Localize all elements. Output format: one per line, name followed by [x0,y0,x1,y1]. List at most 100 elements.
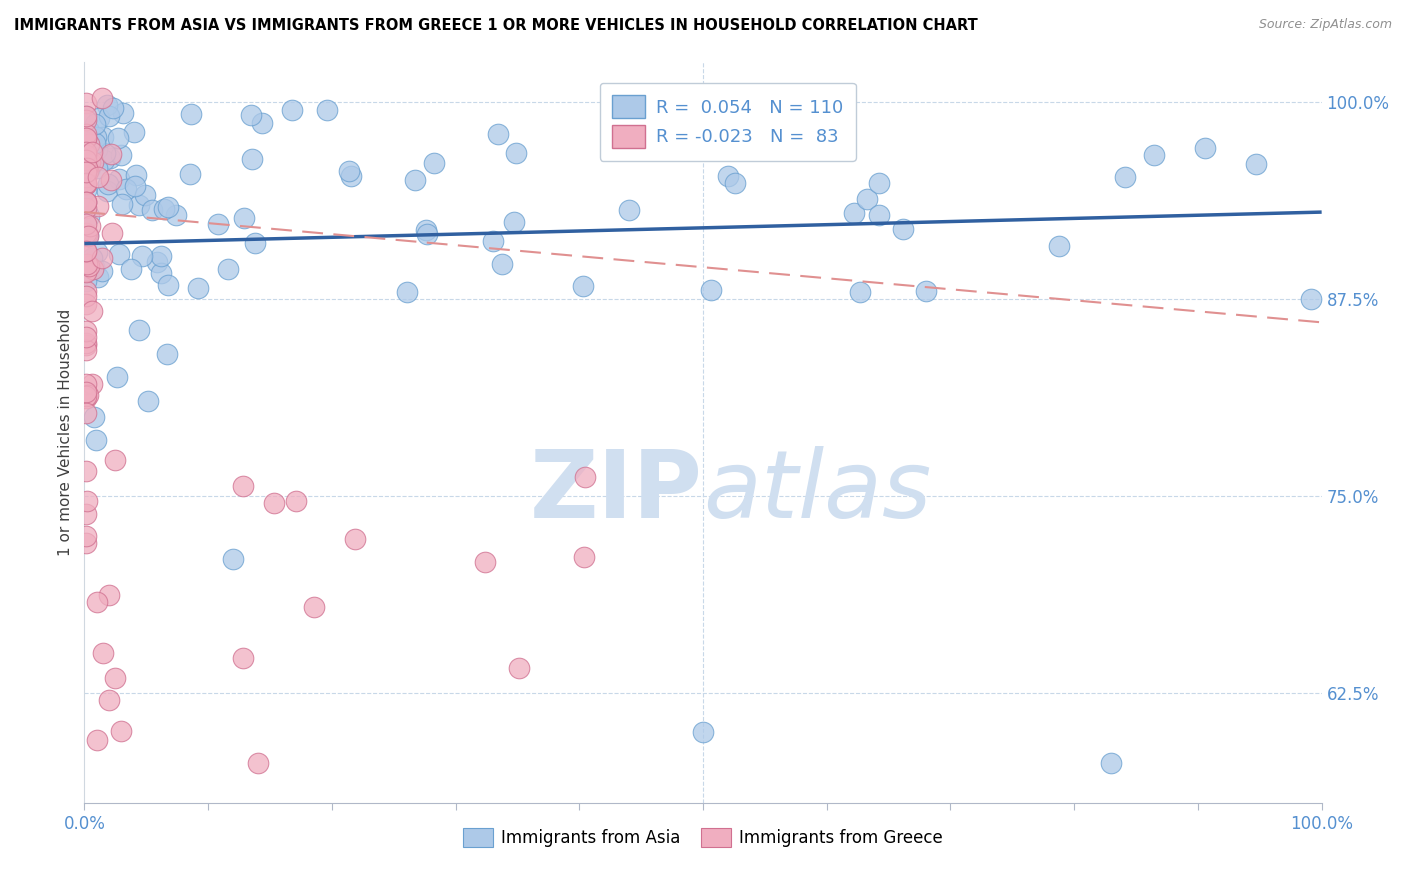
Point [100,146,122,161]
Y-axis label: 1 or more Vehicles in Household: 1 or more Vehicles in Household [58,309,73,557]
Point [108,246,131,260]
Point [124,179,146,194]
Point [149,249,172,263]
Point [344,532,367,546]
Text: atlas: atlas [703,446,931,537]
Point [75,177,97,191]
Point [75,226,97,240]
Point [75,262,97,277]
Point [157,277,180,292]
Point [217,261,239,276]
Point [75,162,97,177]
Point [94,145,117,160]
Point [75,274,97,288]
Point [87,199,110,213]
Point [125,168,148,182]
Point [207,217,229,231]
Point [75,337,97,351]
Point [856,192,879,206]
Point [75,128,97,142]
Point [75,131,97,145]
Point [75,169,97,184]
Text: ZIP: ZIP [530,446,703,538]
Point [75,535,97,549]
Point [86,732,108,747]
Point [120,262,142,277]
Point [242,152,264,166]
Point [316,103,339,117]
Point [80,145,103,160]
Point [717,169,740,183]
Point [91,130,114,145]
Point [107,131,129,145]
Point [75,297,97,311]
Point [395,285,418,300]
Point [75,153,97,168]
Point [146,255,169,269]
Point [77,151,100,165]
Point [1244,156,1267,170]
Point [165,209,187,223]
Point [75,95,97,110]
Point [91,646,114,660]
Point [1047,239,1070,253]
Point [86,244,108,259]
Point [76,163,98,178]
Point [232,651,254,665]
Point [77,228,100,243]
Point [76,257,98,271]
Point [232,211,254,225]
Point [75,507,97,521]
Point [222,551,245,566]
Point [75,109,97,123]
Point [79,155,101,169]
Point [75,244,97,259]
Point [692,725,714,739]
Point [82,155,104,169]
Point [75,265,97,279]
Point [1301,292,1323,306]
Point [86,161,108,175]
Point [76,388,98,402]
Point [98,108,121,122]
Point [75,131,97,145]
Point [90,264,112,278]
Point [80,251,103,265]
Point [243,236,266,251]
Point [149,266,172,280]
Point [75,385,97,400]
Point [491,257,513,271]
Point [79,219,101,233]
Point [75,284,97,298]
Point [75,195,97,210]
Point [75,177,97,191]
Point [111,196,134,211]
Point [98,693,121,707]
Point [617,203,640,218]
Point [82,377,104,392]
Point [75,195,97,210]
Point [180,107,202,121]
Point [77,227,100,242]
Point [75,389,97,403]
Point [75,264,97,278]
Point [76,227,98,242]
Point [482,235,505,249]
Point [75,324,97,338]
Point [82,303,104,318]
Point [77,259,100,273]
Point [404,173,426,187]
Point [79,154,101,169]
Point [96,177,118,191]
Point [128,198,150,212]
Point [572,550,595,565]
Point [75,177,97,191]
Point [98,589,121,603]
Point [842,206,865,220]
Point [915,284,938,298]
Point [77,136,100,151]
Point [83,260,105,274]
Point [100,226,122,240]
Point [157,200,180,214]
Point [104,453,127,467]
